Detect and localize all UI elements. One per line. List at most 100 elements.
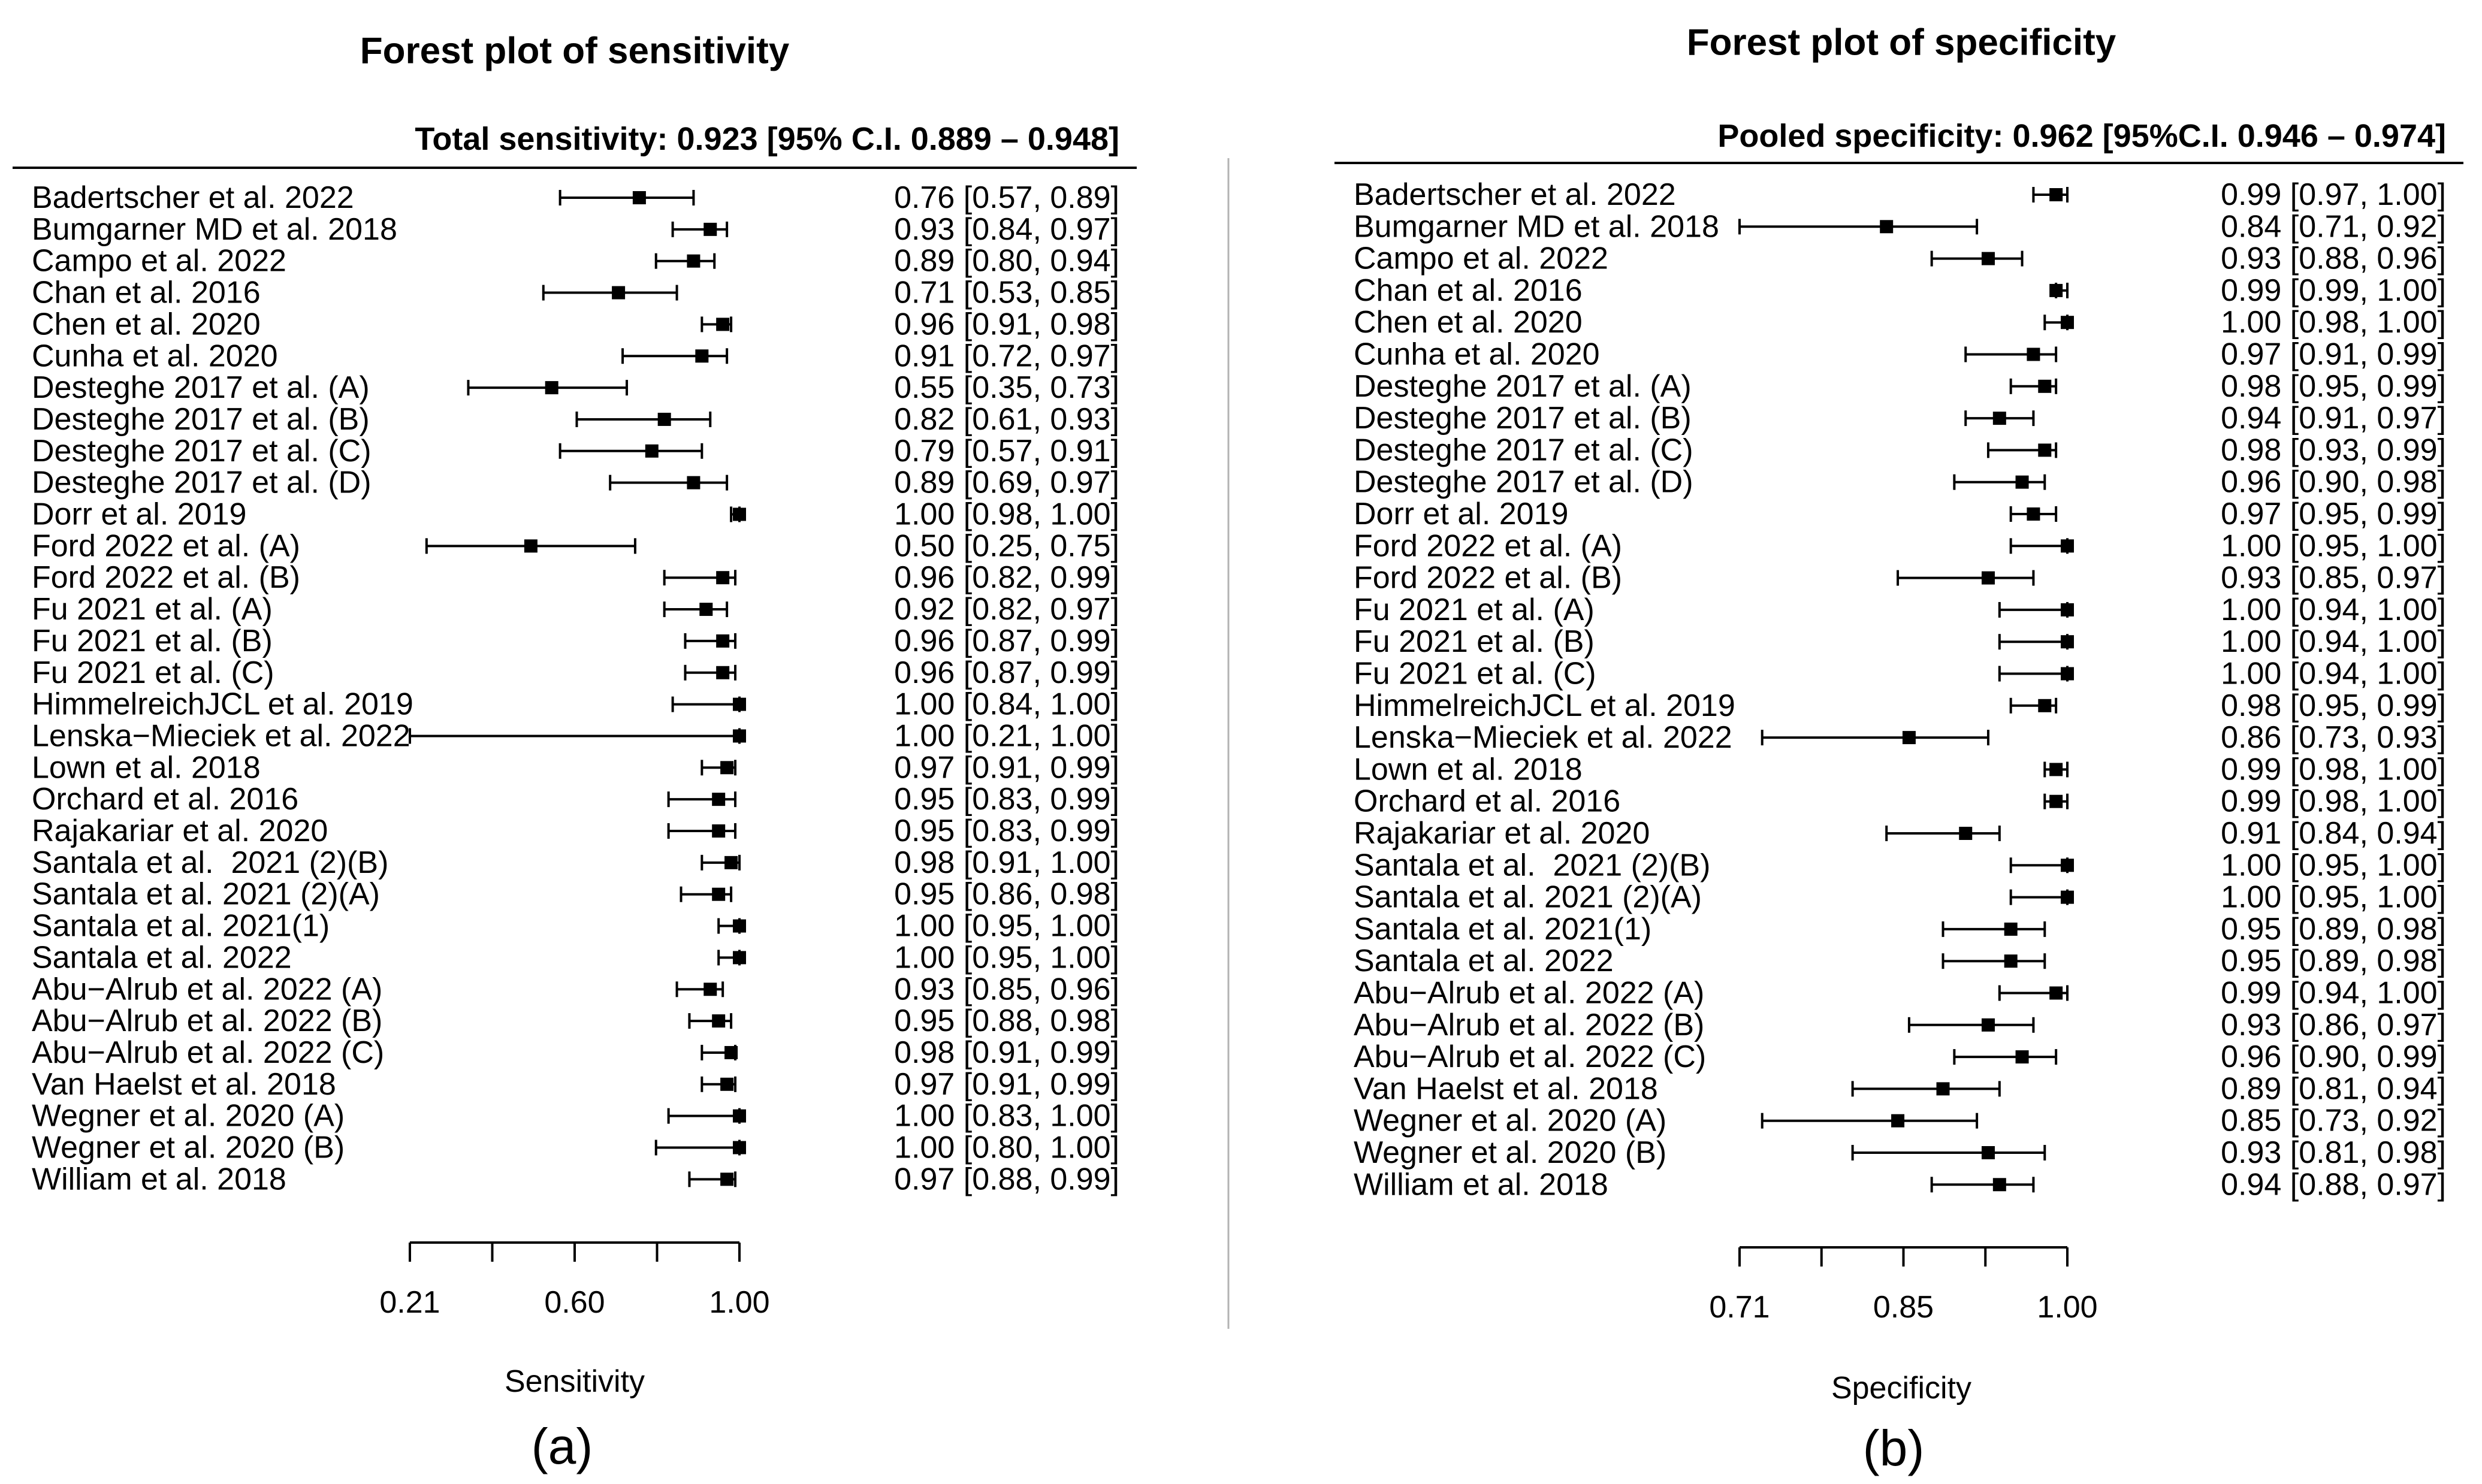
estimate-ci-text: 0.95 [0.89, 0.98] [2221,912,2446,947]
point-estimate-square [1880,220,1894,234]
point-estimate-square [2015,475,2029,489]
study-row: Van Haelst et al. 2018 0.97 [0.91, 0.99] [32,1067,1119,1102]
estimate-ci-text: 0.97 [0.95, 0.99] [2221,497,2446,531]
study-label: Santala et al. 2021(1) [1354,912,1651,947]
study-label: Ford 2022 et al. (A) [1354,528,1622,563]
estimate-ci-text: 0.84 [0.71, 0.92] [2221,209,2446,244]
point-estimate-square [724,1045,738,1059]
x-tick-label: 1.00 [709,1285,769,1320]
estimate-ci-text: 0.94 [0.91, 0.97] [2221,401,2446,436]
estimate-ci-text: 0.93 [0.84, 0.97] [894,212,1119,247]
x-axis-label: Sensitivity [505,1364,645,1399]
study-row: Cunha et al. 2020 0.97 [0.91, 0.99] [1354,337,2446,372]
study-label: Fu 2021 et al. (B) [1354,624,1595,659]
study-label: Chen et al. 2020 [1354,305,1583,340]
study-row: Chan et al. 2016 0.71 [0.53, 0.85] [32,276,1119,310]
study-row: Santala et al. 2021 (2)(A) 0.95 [0.86, 0.… [32,877,1119,912]
study-row: Wegner et al. 2020 (B) 0.93 [0.81, 0.98] [1354,1135,2446,1170]
estimate-ci-text: 0.93 [0.85, 0.96] [894,972,1119,1007]
estimate-ci-text: 1.00 [0.95, 1.00] [894,940,1119,975]
x-axis: 0.71 0.85 1.00 [1709,1246,2098,1325]
study-label: Santala et al. 2021 (2)(A) [1354,880,1702,915]
study-label: Wegner et al. 2020 (B) [32,1131,345,1165]
x-tick-label: 0.85 [1873,1290,1934,1325]
point-estimate-square [716,318,730,331]
estimate-ci-text: 0.86 [0.73, 0.93] [2221,720,2446,755]
point-estimate-square [645,444,659,458]
point-estimate-square [2061,635,2074,649]
estimate-ci-text: 0.89 [0.81, 0.94] [2221,1071,2446,1106]
estimate-ci-text: 0.95 [0.89, 0.98] [2221,944,2446,978]
study-row: Lown et al. 2018 0.97 [0.91, 0.99] [32,750,1119,785]
point-estimate-square [687,254,700,268]
point-estimate-square [687,476,700,489]
point-estimate-square [2061,890,2074,904]
point-estimate-square [2061,603,2074,616]
study-row: HimmelreichJCL et al. 2019 0.98 [0.95, 0.… [1354,688,2446,723]
estimate-ci-text: 0.99 [0.97, 1.00] [2221,177,2446,212]
point-estimate-square [1891,1114,1905,1128]
estimate-ci-text: 0.55 [0.35, 0.73] [894,370,1119,405]
point-estimate-square [716,571,730,585]
estimate-ci-text: 1.00 [0.95, 1.00] [2221,880,2446,915]
study-row: Badertscher et al. 2022 0.76 [0.57, 0.89] [32,180,1119,215]
study-label: Rajakariar et al. 2020 [1354,816,1650,851]
study-label: Orchard et al. 2016 [1354,784,1620,819]
point-estimate-square [2004,922,2018,936]
estimate-ci-text: 0.89 [0.80, 0.94] [894,244,1119,279]
study-label: Abu−Alrub et al. 2022 (C) [32,1035,384,1070]
point-estimate-square [1981,252,1995,265]
study-label: Badertscher et al. 2022 [1354,177,1676,212]
estimate-ci-text: 0.93 [0.86, 0.97] [2221,1008,2446,1042]
study-row: Abu−Alrub et al. 2022 (B) 0.95 [0.88, 0.9… [32,1004,1119,1038]
study-row: Lenska−Mieciek et al. 2022 1.00 [0.21, 1.… [32,718,1119,753]
point-estimate-square [2049,188,2063,201]
estimate-ci-text: 1.00 [0.80, 1.00] [894,1131,1119,1165]
study-row: HimmelreichJCL et al. 2019 1.00 [0.84, 1.… [32,687,1119,722]
point-estimate-square [716,666,730,679]
study-row: Fu 2021 et al. (B) 0.96 [0.87, 0.99] [32,624,1119,658]
study-row: Lown et al. 2018 0.99 [0.98, 1.00] [1354,752,2446,787]
point-estimate-square [703,222,717,236]
study-label: Wegner et al. 2020 (B) [1354,1135,1666,1170]
pooled-summary: Total sensitivity: 0.923 [95% C.I. 0.889… [415,121,1119,157]
study-row: Desteghe 2017 et al. (B) 0.82 [0.61, 0.93… [32,402,1119,437]
point-estimate-square [1902,731,1916,745]
study-row: Santala et al. 2021(1) 0.95 [0.89, 0.98] [1354,912,2446,947]
estimate-ci-text: 1.00 [0.94, 1.00] [2221,657,2446,691]
study-row: Desteghe 2017 et al. (A) 0.98 [0.95, 0.99… [1354,369,2446,404]
study-row: Ford 2022 et al. (A) 1.00 [0.95, 1.00] [1354,528,2446,563]
point-estimate-square [2038,379,2052,393]
study-row: Ford 2022 et al. (B) 0.96 [0.82, 0.99] [32,560,1119,595]
study-row: Orchard et al. 2016 0.99 [0.98, 1.00] [1354,784,2446,819]
study-label: Desteghe 2017 et al. (D) [32,466,372,500]
point-estimate-square [2004,954,2018,968]
x-tick-label: 1.00 [2037,1290,2097,1325]
study-row: Wegner et al. 2020 (A) 1.00 [0.83, 1.00] [32,1099,1119,1134]
estimate-ci-text: 0.82 [0.61, 0.93] [894,402,1119,437]
point-estimate-square [524,539,538,553]
point-estimate-square [2015,1050,2029,1064]
study-label: HimmelreichJCL et al. 2019 [1354,688,1735,723]
study-label: Bumgarner MD et al. 2018 [1354,209,1719,244]
study-label: Lown et al. 2018 [32,750,261,785]
estimate-ci-text: 1.00 [0.94, 1.00] [2221,593,2446,627]
study-label: Desteghe 2017 et al. (C) [1354,433,1693,467]
estimate-ci-text: 0.95 [0.83, 0.99] [894,814,1119,848]
point-estimate-square [2049,763,2063,776]
point-estimate-square [724,856,738,869]
study-row: Chen et al. 2020 0.96 [0.91, 0.98] [32,307,1119,341]
study-label: Bumgarner MD et al. 2018 [32,212,397,247]
point-estimate-square [1992,412,2006,425]
study-label: Santala et al. 2021 (2)(B) [1354,848,1710,882]
x-tick-label: 0.71 [1709,1290,1770,1325]
chart-title: Forest plot of specificity [1687,22,2116,64]
study-row: Desteghe 2017 et al. (C) 0.79 [0.57, 0.91… [32,434,1119,469]
point-estimate-square [657,412,671,426]
estimate-ci-text: 0.93 [0.88, 0.96] [2221,241,2446,276]
study-row: Abu−Alrub et al. 2022 (A) 0.93 [0.85, 0.9… [32,972,1119,1007]
study-label: Desteghe 2017 et al. (D) [1354,465,1693,500]
estimate-ci-text: 0.98 [0.91, 0.99] [894,1035,1119,1070]
x-tick-label: 0.21 [379,1285,440,1320]
